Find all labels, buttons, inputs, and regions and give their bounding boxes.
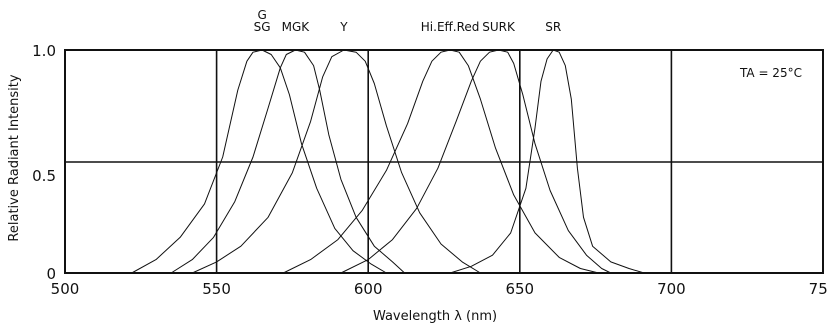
plot-frame — [64, 49, 824, 274]
x-tick-label: 600 — [354, 280, 383, 298]
temperature-annotation: TA = 25°C — [739, 66, 802, 80]
y-tick-label: 0.5 — [32, 167, 56, 185]
x-tick-label: 650 — [505, 280, 534, 298]
series-label: MGK — [282, 20, 311, 34]
series-line — [170, 49, 405, 274]
series-line — [449, 49, 645, 274]
series-top-labels: GSG MGK Y Hi.Eff.Red SURK SR — [254, 8, 562, 34]
x-tick-labels: 500 550 600 650 700 750 — [51, 280, 828, 298]
series-label: SR — [545, 20, 561, 34]
x-tick-label: 700 — [657, 280, 686, 298]
series-label: Y — [339, 20, 348, 34]
series-line — [192, 49, 481, 274]
series-label: G — [257, 8, 266, 22]
grid-lines — [65, 50, 823, 273]
y-tick-label: 1.0 — [32, 42, 56, 60]
series-line — [131, 49, 387, 274]
x-tick-label: 500 — [51, 280, 80, 298]
series-label: SURK — [482, 20, 516, 34]
x-axis-label: Wavelength λ (nm) — [373, 309, 497, 324]
y-tick-label: 0 — [46, 265, 56, 283]
y-axis-label: Relative Radiant Intensity — [7, 74, 22, 241]
series-label: Hi.Eff.Red — [421, 20, 480, 34]
series-label: SG — [254, 20, 271, 34]
x-tick-label: 750 — [809, 280, 828, 298]
x-tick-label: 550 — [202, 280, 231, 298]
y-tick-labels: 0 0.5 1.0 — [32, 42, 56, 283]
